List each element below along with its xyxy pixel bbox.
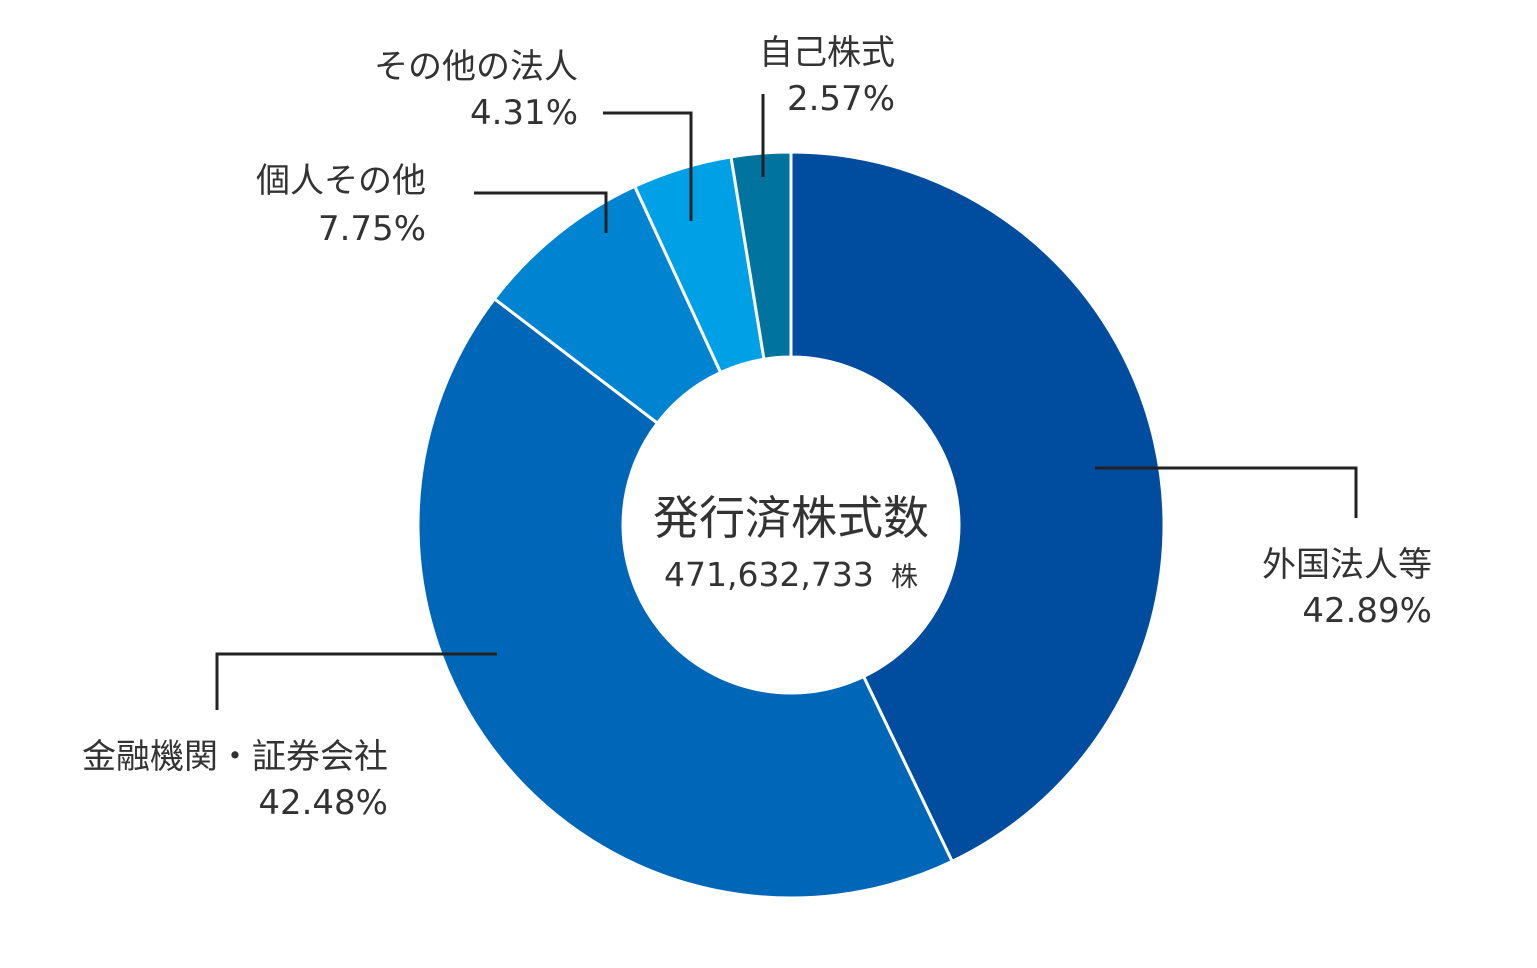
label-financial-name: 金融機関・証券会社 xyxy=(82,737,388,777)
label-individual-name: 個人その他 xyxy=(256,161,426,201)
slice-treasury xyxy=(729,150,793,361)
center-unit: 株 xyxy=(891,562,918,593)
label-treasury-name: 自己株式 xyxy=(759,33,895,73)
leader-line-financial xyxy=(215,652,497,710)
slice-labels: 外国法人等 42.89% 金融機関・証券会社 42.48% 個人その他 7.75… xyxy=(82,33,1432,823)
label-foreign-value: 42.89% xyxy=(1302,591,1432,631)
donut-center: 発行済株式数 471,632,733 株 xyxy=(653,491,929,594)
label-other-corp-value: 4.31% xyxy=(470,93,578,133)
slice-financial xyxy=(416,296,955,900)
label-treasury-value: 2.57% xyxy=(787,79,895,119)
leader-line-individual xyxy=(474,191,608,233)
donut-slices xyxy=(416,150,1166,900)
slice-foreign xyxy=(789,150,1166,864)
center-total: 471,632,733 xyxy=(664,555,874,594)
center-title: 発行済株式数 xyxy=(653,491,929,545)
leader-line-foreign xyxy=(1095,466,1358,518)
leader-lines xyxy=(215,94,1358,710)
label-other-corp-name: その他の法人 xyxy=(374,47,578,87)
center-total-line: 471,632,733 株 xyxy=(664,555,918,594)
label-financial-value: 42.48% xyxy=(258,783,388,823)
leader-line-other-corp xyxy=(603,111,693,221)
label-foreign-name: 外国法人等 xyxy=(1262,545,1432,585)
label-individual-value: 7.75% xyxy=(318,209,426,249)
